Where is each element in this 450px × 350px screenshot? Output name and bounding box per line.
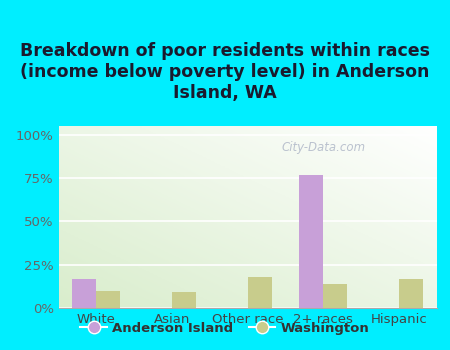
Text: City-Data.com: City-Data.com (281, 141, 365, 154)
Bar (248, 277, 272, 308)
Bar (172, 292, 196, 308)
Legend: Anderson Island, Washington: Anderson Island, Washington (75, 316, 375, 340)
Bar (299, 175, 323, 308)
Text: Breakdown of poor residents within races
(income below poverty level) in Anderso: Breakdown of poor residents within races… (20, 42, 430, 102)
Bar (72, 279, 96, 308)
Bar (96, 290, 121, 308)
Bar (323, 284, 347, 308)
Bar (399, 279, 423, 308)
